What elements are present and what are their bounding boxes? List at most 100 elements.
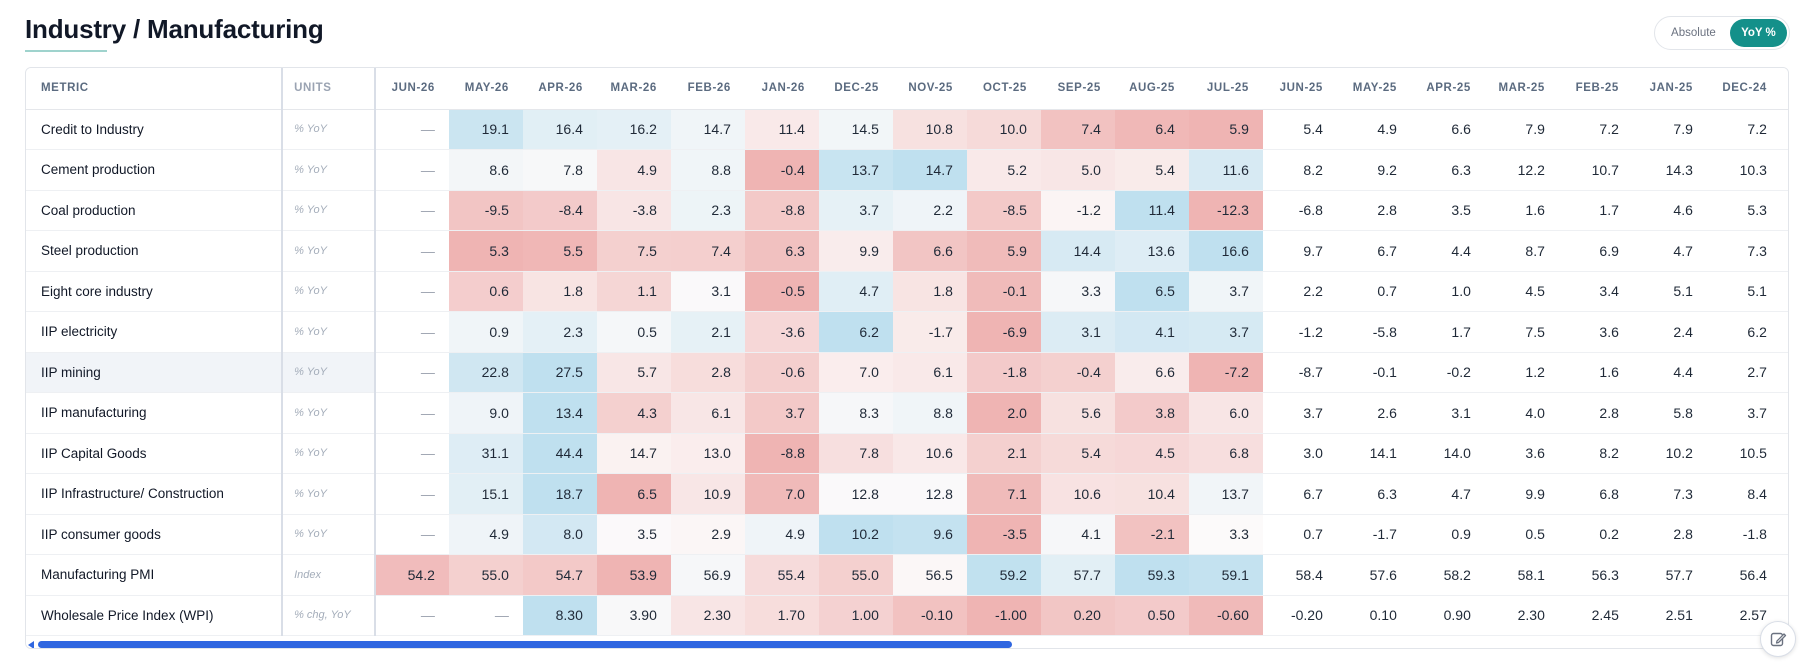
value-cell: — [374, 392, 449, 434]
value-cell: — [374, 190, 449, 231]
table-row[interactable]: Credit to Industry% YoY —19.1 16.4 16.2 14.7… [26, 109, 1788, 150]
column-header-period[interactable]: MAR-25 [1484, 68, 1559, 110]
value-cell: 12.8 [818, 473, 893, 515]
value-cell: 7.8 [522, 149, 597, 191]
metric-name: IIP Infrastructure/ Construction [26, 473, 284, 515]
column-header-period[interactable]: JAN-25 [1632, 68, 1707, 110]
metric-name: Eight core industry [26, 271, 284, 312]
column-header-period[interactable]: JUN-25 [1262, 68, 1337, 110]
value-cell: 2.4 [1632, 311, 1707, 353]
value-cell: 55.0 [448, 554, 523, 596]
value-cell: 7.8 [818, 433, 893, 474]
table-row[interactable]: IIP mining% YoY —22.8 27.5 5.7 2.8 -0.6 7.0 6.1… [26, 352, 1788, 393]
metric-units: % YoY [282, 352, 376, 393]
value-cell: 1.6 [1558, 352, 1633, 393]
table-row[interactable]: Eight core industry% YoY —0.6 1.8 1.1 3.1 -0.… [26, 271, 1788, 312]
value-cell: 7.3 [1632, 473, 1707, 515]
value-cell: 57.7 [1040, 554, 1115, 596]
column-header-metric[interactable]: METRIC [26, 68, 284, 110]
value-cell: 2.1 [670, 311, 745, 353]
column-header-period[interactable]: APR-25 [1410, 68, 1485, 110]
value-cell: -3.8 [596, 190, 671, 231]
value-cell: 10.6 [892, 433, 967, 474]
column-header-period[interactable]: JUL-25 [1188, 68, 1263, 110]
view-mode-toggle[interactable]: Absolute YoY % [1654, 16, 1790, 50]
column-header-period[interactable]: NOV-24 [1780, 68, 1788, 110]
value-cell: 0.5 [1484, 514, 1559, 555]
value-cell: 7.2 [1706, 109, 1781, 150]
table-row[interactable]: IIP Infrastructure/ Construction% YoY —15… [26, 473, 1788, 515]
value-cell: 8.6 [448, 149, 523, 191]
value-cell: 1.7 [1558, 190, 1633, 231]
value-cell: — [374, 433, 449, 474]
value-cell: 9.0 [448, 392, 523, 434]
horizontal-scrollbar[interactable] [26, 638, 1788, 648]
value-cell: 14.1 [1336, 433, 1411, 474]
value-cell: 4.9 [1336, 109, 1411, 150]
value-cell: 2.8 [670, 352, 745, 393]
feedback-button[interactable] [1760, 621, 1796, 657]
value-cell: 12.2 [1484, 149, 1559, 191]
value-cell: 1.00 [818, 595, 893, 636]
toggle-absolute[interactable]: Absolute [1671, 27, 1716, 39]
value-cell: 9.9 [818, 230, 893, 272]
value-cell: 2.8 [1336, 190, 1411, 231]
table-row[interactable]: IIP manufacturing% YoY —9.0 13.4 4.3 6.1 3.7 8… [26, 392, 1788, 434]
table-row[interactable]: IIP electricity% YoY —0.9 2.3 0.5 2.1 -3.6 6.2… [26, 311, 1788, 353]
table-row[interactable]: Wholesale Price Index (WPI)% chg, YoY — —8… [26, 595, 1788, 636]
value-cell: 3.6 [1484, 433, 1559, 474]
column-header-period[interactable]: AUG-25 [1114, 68, 1189, 110]
value-cell: 2.7 [1706, 352, 1781, 393]
table-row[interactable]: IIP consumer goods% YoY —4.9 8.0 3.5 2.9 4.9 1… [26, 514, 1788, 555]
scrollbar-thumb[interactable] [38, 641, 1012, 648]
value-cell: 55.4 [744, 554, 819, 596]
title-underline [25, 50, 107, 52]
column-header-period[interactable]: JUN-26 [374, 68, 449, 110]
table-row[interactable]: IIP Capital Goods% YoY —31.1 44.4 14.7 13.0-… [26, 433, 1788, 474]
column-header-period[interactable]: DEC-25 [818, 68, 893, 110]
value-cell: 4.1 [1040, 514, 1115, 555]
column-header-period[interactable]: MAY-26 [448, 68, 523, 110]
value-cell: 8.3 [818, 392, 893, 434]
table-row[interactable]: Coal production% YoY — -9.5 -8.4 -3.8 2.3 -8.8… [26, 190, 1788, 231]
column-header-period[interactable]: APR-26 [522, 68, 597, 110]
table-row[interactable]: Cement production% YoY —8.6 7.8 4.9 8.8 -0.4 1… [26, 149, 1788, 191]
table-scroll-area[interactable]: METRIC UNITS JUN-26 MAY-26 APR-26 MAR-26 FEB… [26, 68, 1788, 638]
value-cell: -0.2 [1410, 352, 1485, 393]
value-cell: — [374, 595, 449, 636]
value-cell: 8.8 [670, 149, 745, 191]
column-header-period[interactable]: MAR-26 [596, 68, 671, 110]
value-cell: 6.3 [744, 230, 819, 272]
value-cell: 5.9 [966, 230, 1041, 272]
value-cell: 6.1 [892, 352, 967, 393]
value-cell: 4.7 [1410, 473, 1485, 515]
column-header-period[interactable]: NOV-25 [892, 68, 967, 110]
toggle-yoy-percent[interactable]: YoY % [1729, 19, 1787, 47]
table-row[interactable]: Manufacturing PMI Index 54.2 55.0 54.7 53.9 56… [26, 554, 1788, 596]
value-cell: -8.8 [744, 433, 819, 474]
column-header-period[interactable]: FEB-26 [670, 68, 745, 110]
value-cell: 3.90 [596, 595, 671, 636]
value-cell: -0.5 [744, 271, 819, 312]
column-header-period[interactable]: SEP-25 [1040, 68, 1115, 110]
table-row[interactable]: Steel production% YoY —5.3 5.5 7.5 7.4 6.3 9.9… [26, 230, 1788, 272]
value-cell: 2.1 [966, 433, 1041, 474]
value-cell: 3.7 [744, 392, 819, 434]
value-cell: 7.9 [1780, 109, 1788, 150]
column-header-period[interactable]: MAY-25 [1336, 68, 1411, 110]
column-header-period[interactable]: OCT-25 [966, 68, 1041, 110]
value-cell: 58.2 [1410, 554, 1485, 596]
value-cell: 6.1 [670, 392, 745, 434]
table-header-row: METRIC UNITS JUN-26 MAY-26 APR-26 MAR-26 FEB… [26, 68, 1788, 110]
value-cell: 5.1 [1632, 271, 1707, 312]
column-header-period[interactable]: JAN-26 [744, 68, 819, 110]
column-header-period[interactable]: FEB-25 [1558, 68, 1633, 110]
column-header-units[interactable]: UNITS [282, 68, 376, 110]
value-cell: — [448, 595, 523, 636]
value-cell: 1.8 [892, 271, 967, 312]
value-cell: -3.5 [966, 514, 1041, 555]
column-header-period[interactable]: DEC-24 [1706, 68, 1781, 110]
value-cell: 3.0 [1262, 433, 1337, 474]
value-cell: 56.4 [1706, 554, 1781, 596]
scroll-left-arrow-icon[interactable] [28, 641, 34, 648]
